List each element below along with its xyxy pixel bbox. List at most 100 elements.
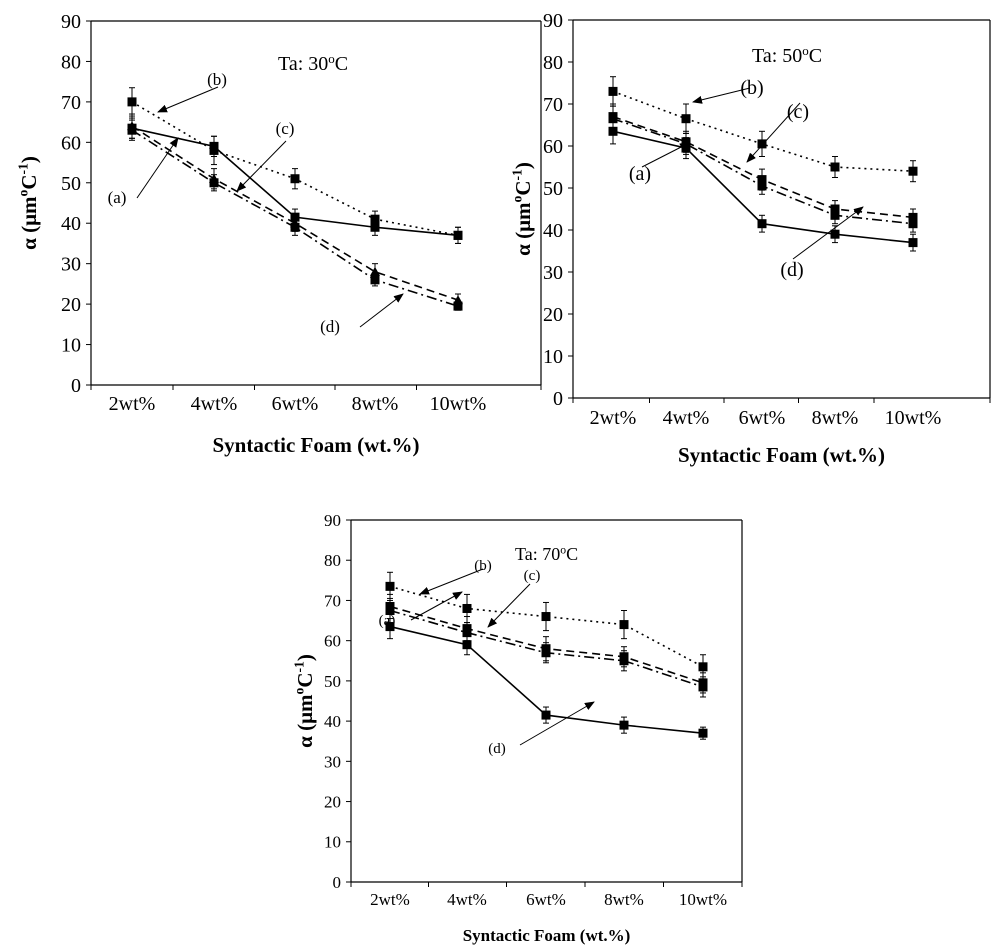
y-tick-label: 40: [324, 712, 341, 731]
y-axis-title-degree: o: [292, 688, 307, 695]
data-point: [619, 620, 629, 630]
data-point: [462, 640, 472, 650]
y-tick-label: 70: [324, 591, 341, 610]
series-callout-label: (a): [379, 613, 396, 629]
y-tick-label: 0: [553, 388, 563, 410]
callout-arrow: [746, 102, 801, 163]
series-callout-label: (c): [524, 568, 541, 584]
x-tick-label: 4wt%: [191, 393, 238, 415]
y-axis-title-close: ): [511, 162, 535, 169]
data-point: [608, 114, 618, 124]
callout-arrow: [419, 568, 484, 595]
data-point: [681, 139, 691, 149]
y-axis-title-main: α (μm: [293, 694, 317, 748]
y-tick-label: 30: [324, 752, 341, 771]
chart-1: 0 10 20 30 40 50 60 70 80 90 2wt% 4wt% 6wt% 8wt% 10wt%…: [510, 10, 991, 467]
y-axis-title-c: C: [293, 673, 317, 688]
x-tick-label: 8wt%: [352, 393, 399, 415]
y-tick-label: 10: [324, 833, 341, 852]
y-tick-label: 30: [61, 254, 81, 276]
data-point: [462, 603, 472, 613]
y-tick-label: 0: [333, 873, 342, 892]
x-tick-label: 8wt%: [812, 407, 859, 429]
data-point: [541, 612, 551, 622]
series-callout-label: (a): [108, 188, 127, 207]
y-axis-title-close: ): [293, 654, 317, 661]
y-tick-label: 50: [543, 178, 563, 200]
series-0: [385, 614, 708, 740]
y-tick-label: 80: [324, 551, 341, 570]
data-point: [698, 728, 708, 738]
x-axis-title: Syntactic Foam (wt.%): [212, 433, 419, 457]
data-point: [830, 229, 840, 239]
data-point: [541, 710, 551, 720]
x-tick-label: 4wt%: [447, 890, 487, 909]
y-tick-label: 70: [543, 94, 563, 116]
y-tick-label: 40: [543, 220, 563, 242]
y-tick-label: 60: [324, 632, 341, 651]
y-tick-label: 20: [543, 304, 563, 326]
y-tick-label: 20: [61, 294, 81, 316]
data-point: [462, 628, 472, 638]
x-tick-label: 10wt%: [679, 890, 727, 909]
series-callout-label: (d): [488, 741, 506, 757]
y-tick-label: 60: [543, 136, 563, 158]
temperature-annotation-unit: C: [335, 53, 348, 75]
y-tick-label: 50: [61, 173, 81, 195]
y-tick-label: 50: [324, 672, 341, 691]
temperature-annotation: Ta: 50oC: [752, 43, 822, 67]
y-axis-title-exponent: -1: [292, 661, 307, 673]
callout-arrow: [157, 86, 219, 113]
y-axis-title-main: α (μm: [511, 202, 535, 256]
chart-2: 0 10 20 30 40 50 60 70 80 90 2wt% 4wt% 6wt% 8wt% 10wt%…: [292, 511, 743, 945]
y-axis-title: α (μmoC-1): [510, 162, 535, 256]
x-tick-label: 10wt%: [430, 393, 487, 415]
data-point: [681, 114, 691, 124]
y-tick-label: 40: [61, 213, 81, 235]
x-tick-label: 2wt%: [109, 393, 156, 415]
y-axis-title: α (μmoC-1): [292, 654, 317, 748]
y-tick-label: 80: [61, 51, 81, 73]
series-callout-label: (d): [320, 317, 340, 336]
data-point: [908, 166, 918, 176]
data-point: [290, 222, 300, 232]
y-tick-label: 90: [61, 11, 81, 33]
data-point: [908, 238, 918, 248]
data-point: [830, 162, 840, 172]
series-callout-label: (b): [207, 70, 227, 89]
y-axis-title-c: C: [17, 175, 41, 190]
temperature-annotation-unit: C: [566, 544, 578, 564]
series-3: [385, 597, 708, 698]
callout-arrow: [792, 206, 864, 260]
series-3: [127, 119, 463, 311]
y-tick-label: 90: [543, 10, 563, 32]
y-axis-title-degree: o: [16, 190, 31, 197]
x-tick-label: 2wt%: [590, 407, 637, 429]
data-point: [541, 648, 551, 658]
x-tick-label: 6wt%: [526, 890, 566, 909]
data-point: [757, 139, 767, 149]
y-axis-title-degree: o: [510, 196, 525, 203]
x-tick-label: 6wt%: [739, 407, 786, 429]
series-callout-label: (c): [787, 101, 809, 123]
y-axis-title-close: ): [17, 156, 41, 163]
data-point: [290, 174, 300, 184]
callout-arrow: [410, 591, 463, 621]
series-2: [608, 103, 918, 227]
y-tick-label: 0: [71, 375, 81, 397]
y-axis-title-c: C: [511, 181, 535, 196]
series-callout-label: (b): [740, 77, 763, 99]
data-point: [830, 210, 840, 220]
data-point: [698, 682, 708, 692]
chart-0: 0 10 20 30 40 50 60 70 80 90 2wt% 4wt% 6wt% 8wt% 10wt%…: [16, 11, 542, 457]
temperature-annotation: Ta: 30oC: [278, 51, 348, 75]
temperature-annotation: Ta: 70oC: [515, 544, 578, 564]
temperature-annotation-degree: o: [560, 544, 566, 557]
data-point: [370, 214, 380, 224]
callout-arrow: [692, 87, 751, 104]
data-point: [127, 125, 137, 135]
y-tick-label: 90: [324, 511, 341, 530]
temperature-annotation-degree: o: [328, 51, 335, 66]
y-tick-label: 10: [61, 335, 81, 357]
callout-arrow: [641, 142, 690, 168]
